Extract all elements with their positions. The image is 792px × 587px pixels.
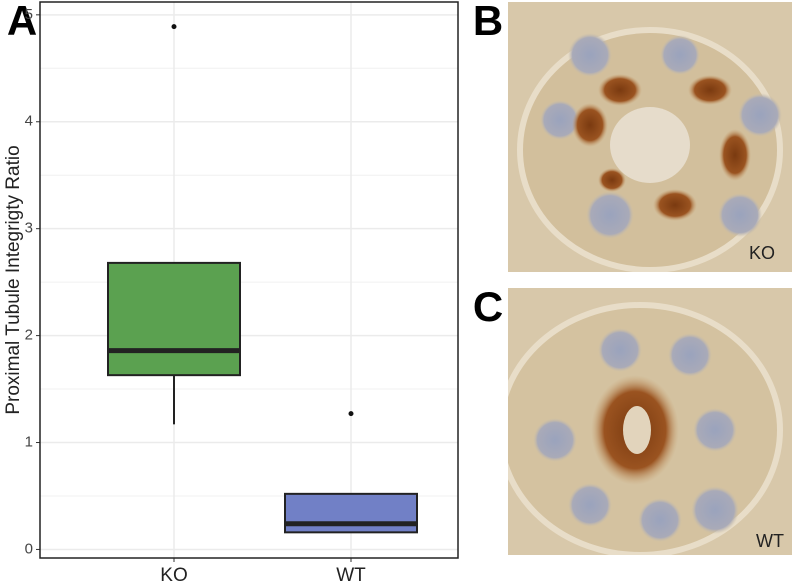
y-tick-label: 0 [25,540,33,557]
box [284,492,418,534]
panel-label: B [473,0,503,44]
plot-background [40,2,458,558]
x-tick-label: WT [336,565,366,586]
micrograph-wt [508,288,792,555]
panel-label: C [473,283,503,330]
y-tick-label: 4 [25,113,33,130]
outlier [348,411,354,417]
y-tick-label: 5 [25,6,33,23]
image-label: KO [749,243,775,263]
y-tick-label: 1 [25,433,33,450]
y-axis-label: Proximal Tubule Integrigty Ratio [3,145,24,414]
box [107,261,241,377]
plot-border [39,1,459,559]
micrograph-ko [508,2,792,272]
y-tick-label: 3 [25,220,33,237]
image-label: WT [756,531,784,551]
outlier [171,24,177,30]
y-tick-label: 2 [25,327,33,344]
x-tick-label: KO [160,565,187,586]
panel-label: A [7,0,37,44]
